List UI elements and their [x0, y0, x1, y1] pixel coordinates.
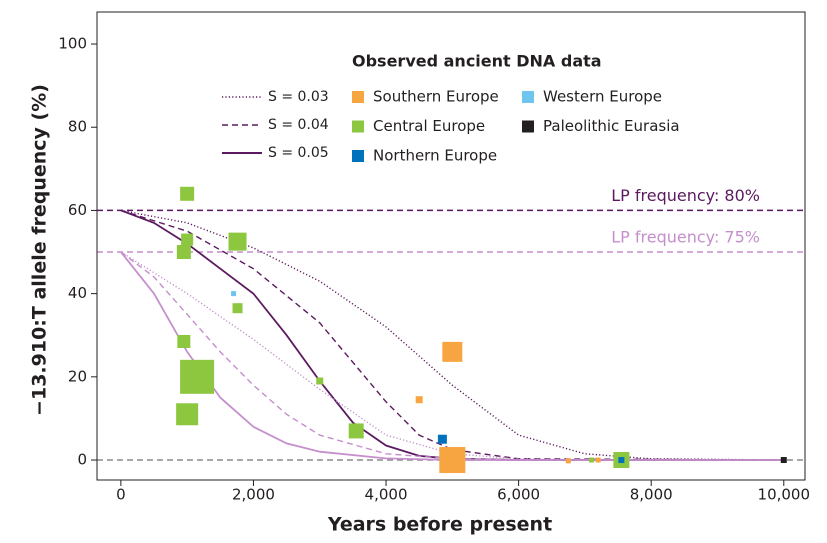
- data-square: [437, 434, 447, 444]
- y-axis-label: −13.910:T allele frequency (%): [29, 84, 51, 416]
- plot-frame: [96, 11, 806, 481]
- curve: [120, 209, 784, 461]
- data-square: [176, 245, 191, 260]
- legend-label: S = 0.05: [268, 145, 329, 161]
- x-tick-label: 4,000: [365, 486, 408, 504]
- reference-label: LP frequency: 75%: [611, 228, 760, 247]
- y-tick-label: 40: [68, 284, 87, 302]
- y-tick-label: 100: [58, 35, 87, 53]
- curve: [120, 251, 784, 461]
- data-square: [589, 457, 595, 463]
- data-square: [618, 457, 625, 464]
- legend-swatch: [352, 91, 364, 103]
- legend-label: Northern Europe: [373, 147, 497, 165]
- data-square: [415, 396, 423, 404]
- x-tick-label: 10,000: [758, 486, 811, 504]
- legend-label: S = 0.04: [268, 117, 329, 133]
- x-tick-label: 6,000: [497, 486, 540, 504]
- y-tick-label: 20: [68, 367, 87, 385]
- legend-swatch: [352, 120, 364, 133]
- curve: [120, 209, 784, 461]
- data-square: [181, 233, 194, 246]
- data-square: [176, 403, 199, 426]
- x-tick-label: 8,000: [630, 486, 673, 504]
- data-square: [780, 457, 787, 464]
- legend-swatch: [522, 91, 534, 103]
- legend-label: S = 0.03: [268, 89, 329, 105]
- x-tick-label: 2,000: [232, 486, 275, 504]
- legend-swatch: [352, 150, 364, 162]
- data-square: [180, 186, 195, 201]
- data-square: [595, 457, 601, 463]
- data-square: [180, 359, 215, 394]
- data-square: [565, 458, 571, 464]
- legend-title: Observed ancient DNA data: [352, 52, 602, 71]
- data-square: [177, 334, 191, 348]
- legend-label: Western Europe: [543, 88, 662, 106]
- legend-label: Central Europe: [373, 117, 485, 135]
- y-tick-label: 80: [68, 118, 87, 136]
- data-square: [442, 341, 463, 362]
- y-tick-label: 60: [68, 201, 87, 219]
- legend-label: Paleolithic Eurasia: [543, 117, 680, 135]
- curve: [120, 209, 784, 461]
- data-square: [231, 291, 237, 297]
- y-tick-label: 0: [77, 451, 87, 469]
- data-square: [228, 232, 247, 251]
- reference-label: LP frequency: 80%: [611, 186, 760, 205]
- x-tick-label: 0: [116, 486, 126, 504]
- data-square: [348, 423, 364, 439]
- curve: [120, 251, 784, 461]
- data-square: [232, 303, 243, 314]
- legend-swatch: [522, 120, 534, 133]
- x-axis-label: Years before present: [327, 514, 552, 536]
- data-square: [439, 447, 466, 474]
- data-square: [316, 377, 324, 385]
- legend-label: Southern Europe: [373, 88, 499, 106]
